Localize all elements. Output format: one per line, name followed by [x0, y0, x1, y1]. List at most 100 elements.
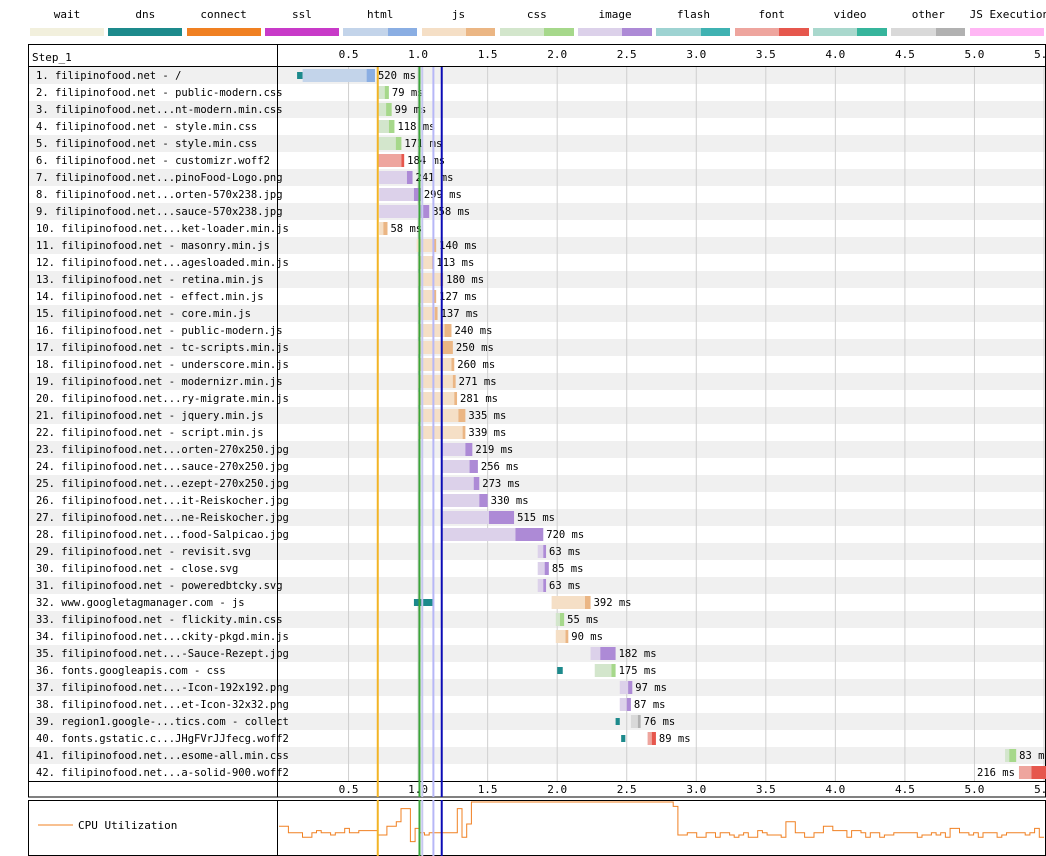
request-label: 22. filipinofood.net - script.min.js	[36, 427, 264, 439]
duration-label: 271 ms	[459, 376, 497, 388]
duration-label: 99 ms	[395, 104, 427, 116]
request-bar-wait	[418, 273, 441, 286]
request-bar-wait	[418, 375, 453, 388]
request-bar-wait	[418, 307, 435, 320]
tick-label-top: 4.0	[825, 48, 845, 61]
legend-label: wait	[53, 8, 81, 21]
legend-swatch	[264, 28, 339, 36]
row-stripe	[29, 475, 1045, 492]
duration-label: 273 ms	[482, 478, 520, 490]
row-stripe	[29, 645, 1045, 662]
request-bar-download	[395, 137, 402, 150]
row-stripe	[29, 373, 1045, 390]
legend-item-font: font	[734, 0, 809, 40]
duration-label: 113 ms	[436, 257, 474, 269]
legend-label: js	[451, 8, 466, 21]
tick-label-bottom: 2.5	[617, 783, 637, 796]
request-bar-download	[559, 613, 565, 626]
dns-bar	[615, 718, 620, 725]
legend-label: dns	[135, 8, 156, 21]
request-label: 10. filipinofood.net...ket-loader.min.js	[36, 223, 289, 235]
request-label: 39. region1.google-...tics.com - collect	[36, 716, 289, 728]
tick-label-bottom: 2.0	[547, 783, 567, 796]
tick-label-bottom: 5.0	[965, 783, 985, 796]
legend-label: font	[758, 8, 785, 21]
request-label: 27. filipinofood.net...ne-Reiskocher.jpg	[36, 512, 289, 524]
row-stripe	[29, 101, 1045, 118]
duration-label: 216 ms	[977, 767, 1015, 779]
request-bar-wait	[555, 613, 560, 626]
legend-item-image: image	[578, 0, 653, 40]
row-stripe	[29, 237, 1045, 254]
duration-label: 127 ms	[439, 291, 477, 303]
legend-swatch	[30, 28, 104, 36]
tick-label-top: 1.0	[408, 48, 428, 61]
request-bar-download	[454, 392, 458, 405]
duration-label: 520 ms	[378, 70, 416, 82]
request-bar-download	[469, 460, 478, 473]
dns-bar	[297, 72, 303, 79]
request-bar-wait	[441, 460, 470, 473]
request-bar-download	[637, 715, 641, 728]
row-stripe	[29, 747, 1045, 764]
tick-label-bottom: 0.5	[339, 783, 359, 796]
legend-swatch	[891, 28, 966, 36]
request-bar-download	[406, 171, 413, 184]
request-bar-download	[489, 511, 515, 524]
request-bar-download	[386, 103, 392, 116]
row-stripe	[29, 577, 1045, 594]
duration-label: 90 ms	[571, 631, 603, 643]
request-label: 34. filipinofood.net...ckity-pkgd.min.js	[36, 631, 289, 643]
request-bar-download	[543, 545, 547, 558]
row-stripe	[29, 611, 1045, 628]
request-bar-download	[401, 154, 405, 167]
request-label: 11. filipinofood.net - masonry.min.js	[36, 240, 270, 252]
request-label: 8. filipinofood.net...orten-570x238.jpg	[36, 189, 283, 201]
legend-swatch	[108, 28, 183, 36]
row-stripe	[29, 407, 1045, 424]
tick-label-bottom: 1.5	[478, 783, 498, 796]
duration-label: 330 ms	[491, 495, 529, 507]
tick-label-bottom: 4.0	[825, 783, 845, 796]
request-label: 26. filipinofood.net...it-Reiskocher.jpg	[36, 495, 289, 507]
request-bar-download	[479, 494, 488, 507]
duration-label: 180 ms	[446, 274, 484, 286]
legend-item-css: css	[499, 0, 574, 40]
cpu-frame	[28, 800, 1046, 856]
duration-label: 515 ms	[517, 512, 555, 524]
request-label: 17. filipinofood.net - tc-scripts.min.js	[36, 342, 289, 354]
request-bar-wait	[590, 647, 601, 660]
request-bar-wait	[379, 205, 421, 218]
request-bar-download	[626, 698, 631, 711]
legend-item-dns: dns	[108, 0, 183, 40]
tick-label-bottom: 5.5	[1034, 783, 1046, 796]
legend-swatch	[343, 28, 418, 36]
tick-label-top: 3.5	[756, 48, 776, 61]
request-bar-download	[420, 205, 430, 218]
request-label: 5. filipinofood.net - style.min.css	[36, 138, 257, 150]
request-bar-download	[611, 664, 616, 677]
cpu-legend-label: CPU Utilization	[78, 819, 177, 832]
duration-label: 63 ms	[549, 546, 581, 558]
duration-label: 79 ms	[392, 87, 424, 99]
request-bar-wait	[302, 69, 367, 82]
request-bar-wait	[619, 681, 629, 694]
duration-label: 182 ms	[619, 648, 657, 660]
legend-item-js: js	[421, 0, 496, 40]
duration-label: 241 ms	[416, 172, 454, 184]
duration-label: 76 ms	[644, 716, 676, 728]
row-stripe	[29, 679, 1045, 696]
request-label: 33. filipinofood.net - flickity.min.css	[36, 614, 283, 626]
legend-item-other: other	[891, 0, 966, 40]
legend-swatch	[421, 28, 496, 36]
duration-label: 299 ms	[424, 189, 462, 201]
row-stripe	[29, 441, 1045, 458]
request-label: 23. filipinofood.net...orten-270x250.jpg	[36, 444, 289, 456]
legend-item-video: video	[813, 0, 887, 40]
row-stripe	[29, 543, 1045, 560]
request-label: 21. filipinofood.net - jquery.min.js	[36, 410, 264, 422]
duration-label: 97 ms	[635, 682, 667, 694]
legend-label: JS Execution	[969, 8, 1046, 21]
request-label: 9. filipinofood.net...sauce-570x238.jpg	[36, 206, 283, 218]
tick-label-bottom: 4.5	[895, 783, 915, 796]
